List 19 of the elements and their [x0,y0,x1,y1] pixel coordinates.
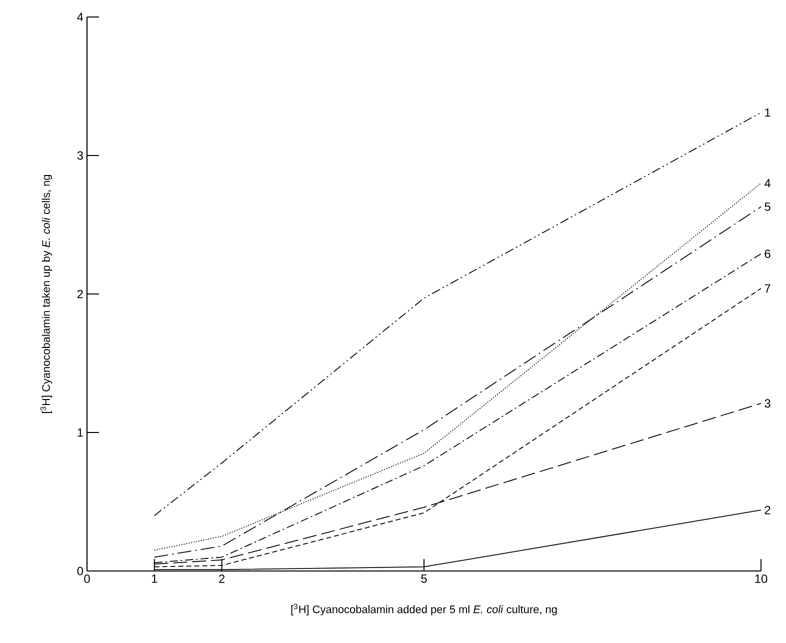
x-tick-label: 1 [152,574,158,583]
y-tick-label: 3 [77,151,83,160]
y-tick-label: 1 [78,428,83,437]
series-label: 5 [764,202,770,211]
series-label: 1 [765,108,770,117]
y-tick-label: 4 [77,12,84,22]
series-label: 4 [764,179,770,188]
x-tick-label: 10 [755,574,768,583]
series-label: 7 [764,284,770,293]
x-tick-label: 0 [84,574,90,583]
y-tick-label: 2 [77,290,83,298]
x-tick-label: 2 [219,574,225,583]
y-axis-title: [$^{3}$H] Cyanocobalamin taken up by E. coli cells, ng [40,174,52,413]
series-label: 2 [764,506,770,514]
x-axis-title: [$^{3}$H] Cyanocobalamin added per 5 ml E. coli culture, ng [291,604,557,616]
x-tick-label: 5 [421,574,427,583]
series-label: 3 [764,399,770,408]
series-label: 6 [764,250,770,258]
y-tick-label: 0 [77,566,84,576]
